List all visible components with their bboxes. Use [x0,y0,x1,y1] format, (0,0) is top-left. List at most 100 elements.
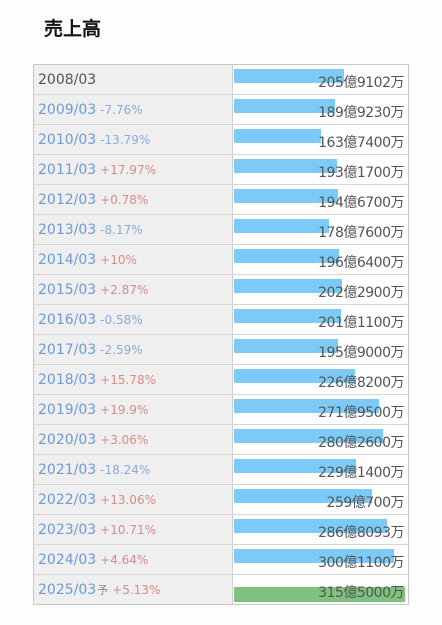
change-label: +5.13% [112,582,161,597]
sales-bar [234,99,335,113]
table-row: 2019/03 +19.9% 271億9500万 [34,395,408,425]
change-label: +2.87% [100,282,149,297]
table-row: 2009/03 -7.76% 189億9230万 [34,95,408,125]
table-row: 2014/03 +10% 196億6400万 [34,245,408,275]
sales-bar [234,249,339,263]
bar-cell: 202億2900万 [234,275,407,304]
year-cell: 2013/03 -8.17% [34,215,233,244]
change-label: +13.06% [100,492,156,507]
sales-bar [234,339,338,353]
table-row: 2020/03 +3.06% 280億2600万 [34,425,408,455]
chart-title: 売上高 [44,18,102,40]
year-label[interactable]: 2011/03 [38,161,97,178]
value-label: 280億2600万 [318,435,404,451]
year-label[interactable]: 2016/03 [38,311,97,328]
bar-cell: 189億9230万 [234,95,407,124]
sales-bar [234,489,372,503]
year-cell: 2017/03 -2.59% [34,335,233,364]
change-label: -2.59% [100,342,143,357]
change-label: -0.58% [100,312,143,327]
sales-bar [234,279,342,293]
value-label: 259億700万 [326,495,405,511]
value-label: 163億7400万 [318,135,404,151]
year-cell: 2010/03 -13.79% [34,125,233,154]
change-label: +4.64% [100,552,149,567]
bar-cell: 201億1100万 [234,305,407,334]
bar-cell: 280億2600万 [234,425,407,454]
table-row: 2023/03 +10.71% 286億8093万 [34,515,408,545]
bar-cell: 315億5000万 [234,575,407,604]
bar-cell: 194億6700万 [234,185,407,214]
bar-cell: 300億1100万 [234,545,407,574]
change-label: -8.17% [100,222,143,237]
sales-bar [234,129,321,143]
year-label[interactable]: 2009/03 [38,101,97,118]
forecast-bar [234,587,405,602]
bar-cell: 286億8093万 [234,515,407,544]
value-label: 271億9500万 [318,405,404,421]
value-label: 196億6400万 [318,255,404,271]
year-cell: 2008/03 [34,65,233,94]
year-cell: 2024/03 +4.64% [34,545,233,574]
value-label: 194億6700万 [318,195,404,211]
sales-table: 2008/03 205億9102万 2009/03 -7.76% 189億9230万 20… [33,64,409,605]
bar-cell: 271億9500万 [234,395,407,424]
change-label: +10.71% [100,522,156,537]
sales-bar [234,549,394,563]
table-row: 2021/03 -18.24% 229億1400万 [34,455,408,485]
change-label: -7.76% [100,102,143,117]
year-label[interactable]: 2025/03 [38,581,97,598]
year-label[interactable]: 2017/03 [38,341,97,358]
table-row: 2024/03 +4.64% 300億1100万 [34,545,408,575]
table-row: 2010/03 -13.79% 163億7400万 [34,125,408,155]
change-label: +3.06% [100,432,149,447]
forecast-mark: 予 [97,583,109,597]
change-label: +0.78% [100,192,149,207]
year-label[interactable]: 2024/03 [38,551,97,568]
sales-bar [234,189,338,203]
year-cell: 2016/03 -0.58% [34,305,233,334]
year-cell: 2022/03 +13.06% [34,485,233,514]
year-label[interactable]: 2021/03 [38,461,97,478]
sales-bar [234,309,341,323]
value-label: 201億1100万 [318,315,404,331]
sales-bar [234,69,344,83]
table-row: 2017/03 -2.59% 195億9000万 [34,335,408,365]
sales-bar [234,219,329,233]
year-label[interactable]: 2010/03 [38,131,97,148]
value-label: 300億1100万 [318,555,404,571]
sales-bar [234,159,337,173]
change-label: +19.9% [100,402,149,417]
table-row: 2016/03 -0.58% 201億1100万 [34,305,408,335]
sales-bar [234,369,355,383]
year-label[interactable]: 2013/03 [38,221,97,238]
bar-cell: 196億6400万 [234,245,407,274]
year-label[interactable]: 2023/03 [38,521,97,538]
value-label: 178億7600万 [318,225,404,241]
change-label: -18.24% [100,462,151,477]
year-label: 2008/03 [38,71,97,88]
year-cell: 2014/03 +10% [34,245,233,274]
year-label[interactable]: 2020/03 [38,431,97,448]
bar-cell: 259億700万 [234,485,407,514]
value-label: 315億5000万 [318,585,404,601]
value-label: 229億1400万 [318,465,404,481]
table-row: 2012/03 +0.78% 194億6700万 [34,185,408,215]
bar-cell: 226億8200万 [234,365,407,394]
table-row: 2008/03 205億9102万 [34,65,408,95]
year-label[interactable]: 2012/03 [38,191,97,208]
value-label: 226億8200万 [318,375,404,391]
year-label[interactable]: 2014/03 [38,251,97,268]
year-cell: 2018/03 +15.78% [34,365,233,394]
year-label[interactable]: 2019/03 [38,401,97,418]
value-label: 195億9000万 [318,345,404,361]
year-label[interactable]: 2015/03 [38,281,97,298]
year-cell: 2021/03 -18.24% [34,455,233,484]
table-row: 2011/03 +17.97% 193億1700万 [34,155,408,185]
year-cell: 2025/03 予 +5.13% [34,575,233,604]
year-label[interactable]: 2022/03 [38,491,97,508]
change-label: -13.79% [100,132,151,147]
change-label: +17.97% [100,162,156,177]
table-row: 2018/03 +15.78% 226億8200万 [34,365,408,395]
year-label[interactable]: 2018/03 [38,371,97,388]
